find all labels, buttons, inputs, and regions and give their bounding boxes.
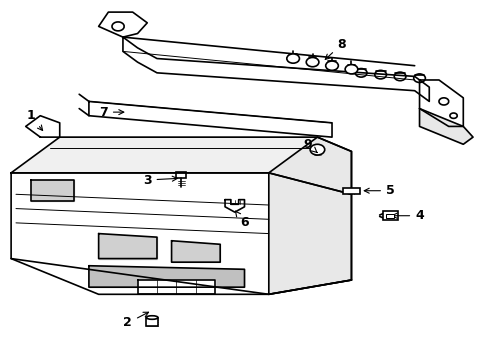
Text: 6: 6 — [235, 211, 248, 229]
Text: 4: 4 — [391, 209, 423, 222]
Polygon shape — [11, 173, 351, 294]
Circle shape — [325, 61, 338, 70]
Text: 3: 3 — [142, 174, 177, 186]
Polygon shape — [419, 109, 472, 144]
Polygon shape — [26, 116, 60, 137]
Polygon shape — [268, 137, 351, 294]
Polygon shape — [11, 137, 351, 194]
Polygon shape — [122, 37, 428, 102]
Ellipse shape — [146, 316, 158, 319]
Polygon shape — [171, 241, 220, 262]
Text: 1: 1 — [26, 109, 42, 130]
Bar — [342, 188, 360, 194]
Text: 9: 9 — [303, 138, 316, 153]
Polygon shape — [224, 200, 244, 212]
Polygon shape — [99, 12, 147, 37]
Circle shape — [286, 54, 299, 63]
Polygon shape — [137, 280, 215, 294]
Text: 8: 8 — [325, 38, 346, 59]
Bar — [382, 211, 397, 220]
Text: 7: 7 — [99, 105, 123, 119]
Bar — [176, 172, 186, 178]
Text: 2: 2 — [123, 312, 148, 329]
Polygon shape — [30, 180, 74, 202]
Polygon shape — [419, 80, 462, 126]
Polygon shape — [89, 266, 244, 287]
Polygon shape — [89, 102, 331, 137]
Circle shape — [305, 58, 318, 67]
Text: 5: 5 — [364, 184, 394, 197]
Circle shape — [309, 144, 324, 155]
Polygon shape — [99, 234, 157, 258]
Bar — [386, 213, 393, 218]
Bar — [146, 318, 158, 327]
Circle shape — [345, 64, 357, 74]
